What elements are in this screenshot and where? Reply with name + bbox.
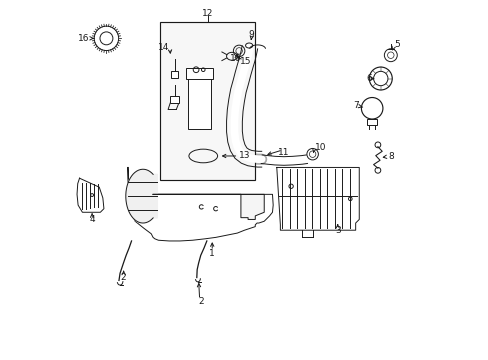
Bar: [187, 73, 211, 129]
Text: 2: 2: [198, 297, 204, 306]
Polygon shape: [125, 169, 157, 223]
Polygon shape: [276, 167, 359, 230]
Text: 9: 9: [248, 30, 254, 39]
Text: 10: 10: [230, 54, 241, 63]
Text: 8: 8: [387, 152, 393, 161]
Text: 7: 7: [353, 101, 359, 110]
Bar: [171, 71, 178, 78]
Text: 12: 12: [202, 9, 213, 18]
Text: 1: 1: [209, 249, 215, 258]
Text: 11: 11: [278, 148, 289, 157]
Polygon shape: [128, 167, 273, 241]
Text: 16: 16: [78, 34, 89, 43]
Text: 6: 6: [366, 75, 371, 84]
Text: 10: 10: [314, 143, 326, 152]
Polygon shape: [153, 194, 264, 220]
Text: 4: 4: [89, 215, 95, 224]
Bar: [185, 68, 213, 79]
Bar: [170, 96, 179, 103]
Text: 13: 13: [239, 152, 250, 161]
Text: 3: 3: [334, 226, 340, 235]
Text: 15: 15: [240, 57, 251, 66]
Bar: [366, 119, 376, 126]
Text: 5: 5: [394, 40, 399, 49]
Text: 2: 2: [121, 273, 126, 282]
Bar: [160, 22, 255, 180]
Polygon shape: [77, 178, 104, 212]
Text: 14: 14: [158, 43, 169, 52]
